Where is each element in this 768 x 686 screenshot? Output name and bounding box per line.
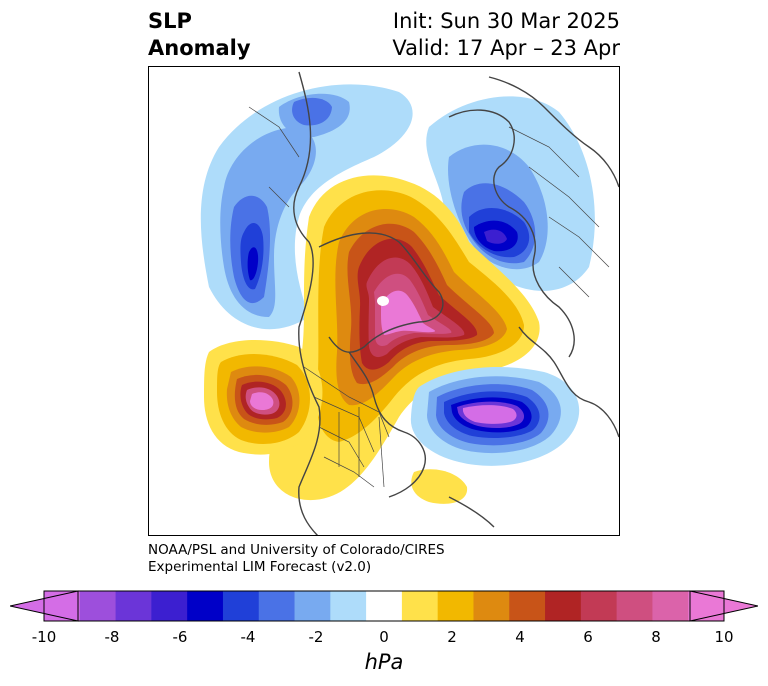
colorbar-outline xyxy=(43,590,725,622)
valid-date: Valid: 17 Apr – 23 Apr xyxy=(392,36,620,60)
title-line2: Anomaly xyxy=(148,36,251,60)
title-line1: SLP xyxy=(148,9,192,33)
colorbar-tick-label: -10 xyxy=(31,628,57,646)
colorbar-cell xyxy=(473,591,510,621)
low-anomaly-asia xyxy=(200,84,413,330)
colorbar-cell xyxy=(616,591,653,621)
colorbar-cell xyxy=(79,591,117,621)
credit-line1: NOAA/PSL and University of Colorado/CIRE… xyxy=(148,542,445,558)
coastlines xyxy=(293,71,619,535)
colorbar-cell xyxy=(294,591,331,621)
colorbar-cell xyxy=(115,591,152,621)
colorbar-cell xyxy=(437,591,474,621)
init-date: Init: Sun 30 Mar 2025 xyxy=(392,9,620,33)
colorbar-cell xyxy=(330,591,367,621)
colorbar-tick-label: -8 xyxy=(104,628,120,646)
colorbar-tick-label: 10 xyxy=(714,628,734,646)
colorbar-unit: hPa xyxy=(364,650,404,674)
credit-line2: Experimental LIM Forecast (v2.0) xyxy=(148,559,372,575)
colorbar-cell xyxy=(258,591,296,621)
colorbar-tick-label: -4 xyxy=(240,628,256,646)
colorbar-cell xyxy=(509,591,546,621)
map-svg xyxy=(200,71,619,535)
colorbar-cell xyxy=(401,591,439,621)
colorbar xyxy=(10,590,758,622)
colorbar-cell xyxy=(222,591,260,621)
colorbar-cells xyxy=(44,591,725,621)
date-block: Init: Sun 30 Mar 2025 Valid: 17 Apr – 23… xyxy=(392,8,620,62)
title-block: SLP Anomaly xyxy=(148,8,251,62)
colorbar-cell xyxy=(580,591,618,621)
colorbar-tick-label: 2 xyxy=(447,628,457,646)
colorbar-cell xyxy=(545,591,582,621)
country-borders xyxy=(248,106,610,488)
colorbar-tick-label: -2 xyxy=(308,628,324,646)
colorbar-cell xyxy=(366,591,403,621)
slp-anomaly-map xyxy=(148,66,620,536)
colorbar-cell xyxy=(187,591,224,621)
colorbar-tick-label: 0 xyxy=(379,628,389,646)
colorbar-cell xyxy=(652,591,689,621)
colorbar-tick-label: 8 xyxy=(651,628,661,646)
credit-text: NOAA/PSL and University of Colorado/CIRE… xyxy=(148,542,445,576)
high-anomaly-atlantic xyxy=(411,469,468,504)
colorbar-tick-label: 4 xyxy=(515,628,525,646)
colorbar-tick-label: -6 xyxy=(172,628,188,646)
high-anomaly-pacific xyxy=(204,340,323,455)
low-anomaly-atlantic xyxy=(410,367,580,466)
colorbar-tick-label: 6 xyxy=(583,628,593,646)
colorbar-cell xyxy=(151,591,188,621)
